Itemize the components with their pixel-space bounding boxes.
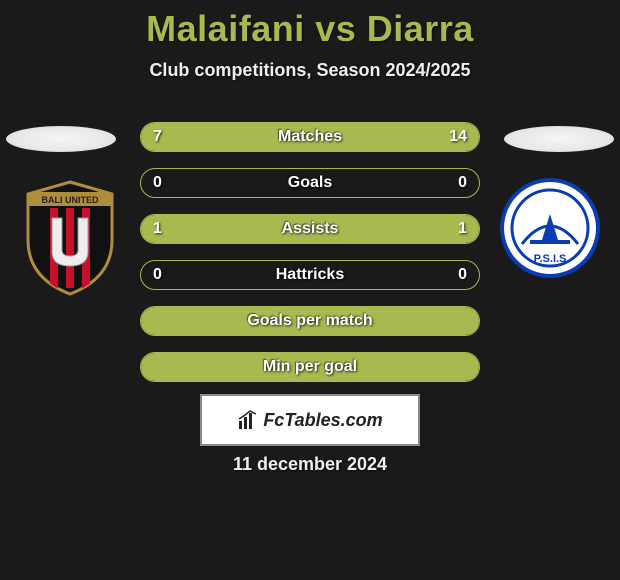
stat-row: Assists1 1: [140, 214, 480, 244]
stat-label: Matches: [141, 123, 479, 151]
stat-value-left: 0: [141, 261, 174, 289]
player-right-avatar: [504, 126, 614, 152]
svg-text:P.S.I.S: P.S.I.S: [534, 253, 567, 265]
chart-icon: [237, 409, 259, 431]
svg-text:BALI UNITED: BALI UNITED: [42, 195, 99, 205]
club-badge-right: P.S.I.S: [500, 178, 600, 278]
subtitle: Club competitions, Season 2024/2025: [0, 60, 620, 81]
date-label: 11 december 2024: [0, 454, 620, 475]
footer-logo: FcTables.com: [200, 394, 420, 446]
stat-label: Goals per match: [141, 307, 479, 335]
footer-logo-text: FcTables.com: [263, 410, 382, 431]
stat-label: Min per goal: [141, 353, 479, 381]
stat-value-right: 1: [446, 215, 479, 243]
stat-value-left: 7: [141, 123, 174, 151]
stat-row: Goals per match: [140, 306, 480, 336]
stat-label: Assists: [141, 215, 479, 243]
club-badge-left: BALI UNITED: [20, 178, 120, 298]
stat-label: Goals: [141, 169, 479, 197]
page-title: Malaifani vs Diarra: [0, 8, 620, 50]
stat-value-left: 1: [141, 215, 174, 243]
stat-row: Hattricks0 0: [140, 260, 480, 290]
stat-row: Goals0 0: [140, 168, 480, 198]
player-left-avatar: [6, 126, 116, 152]
stat-row: Min per goal: [140, 352, 480, 382]
stat-value-right: 0: [446, 169, 479, 197]
stat-value-left: 0: [141, 169, 174, 197]
stats-table: Matches714Goals00Assists11Hattricks00Goa…: [140, 122, 480, 398]
stat-label: Hattricks: [141, 261, 479, 289]
stat-value-right: 0: [446, 261, 479, 289]
stat-value-right: 14: [437, 123, 479, 151]
stat-row: Matches7 14: [140, 122, 480, 152]
